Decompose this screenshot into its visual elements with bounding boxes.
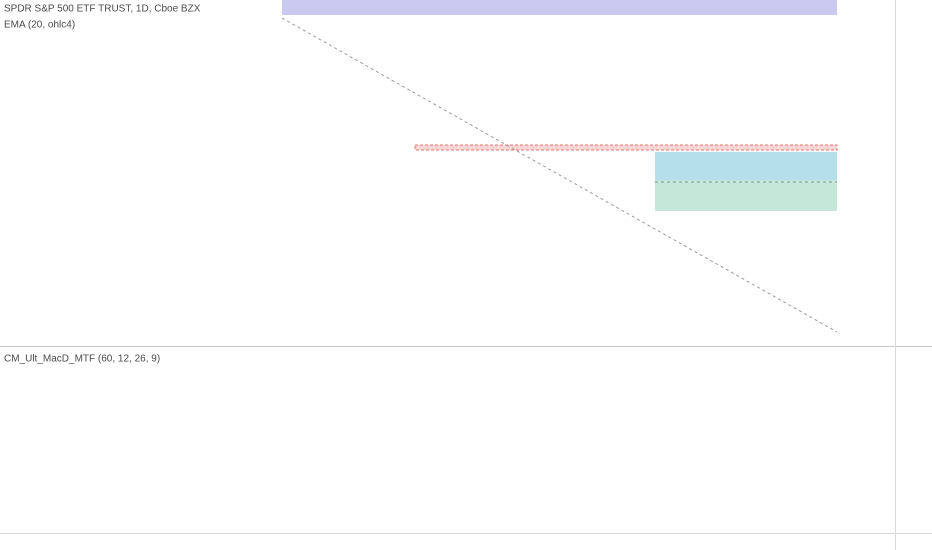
price-band [414,144,838,151]
symbol-title: SPDR S&P 500 ETF TRUST, 1D, Cboe BZX [4,4,201,15]
background-layer [282,0,837,15]
trend-line [281,17,838,333]
fib-top-zone [282,0,837,15]
drawing-layer [281,17,838,333]
stop-zone [655,180,837,211]
ema-legend: EMA (20, ohlc4) [4,20,75,31]
indicator-title: CM_Ult_MacD_MTF (60, 12, 26, 9) [4,354,160,365]
target-zone [655,152,837,180]
